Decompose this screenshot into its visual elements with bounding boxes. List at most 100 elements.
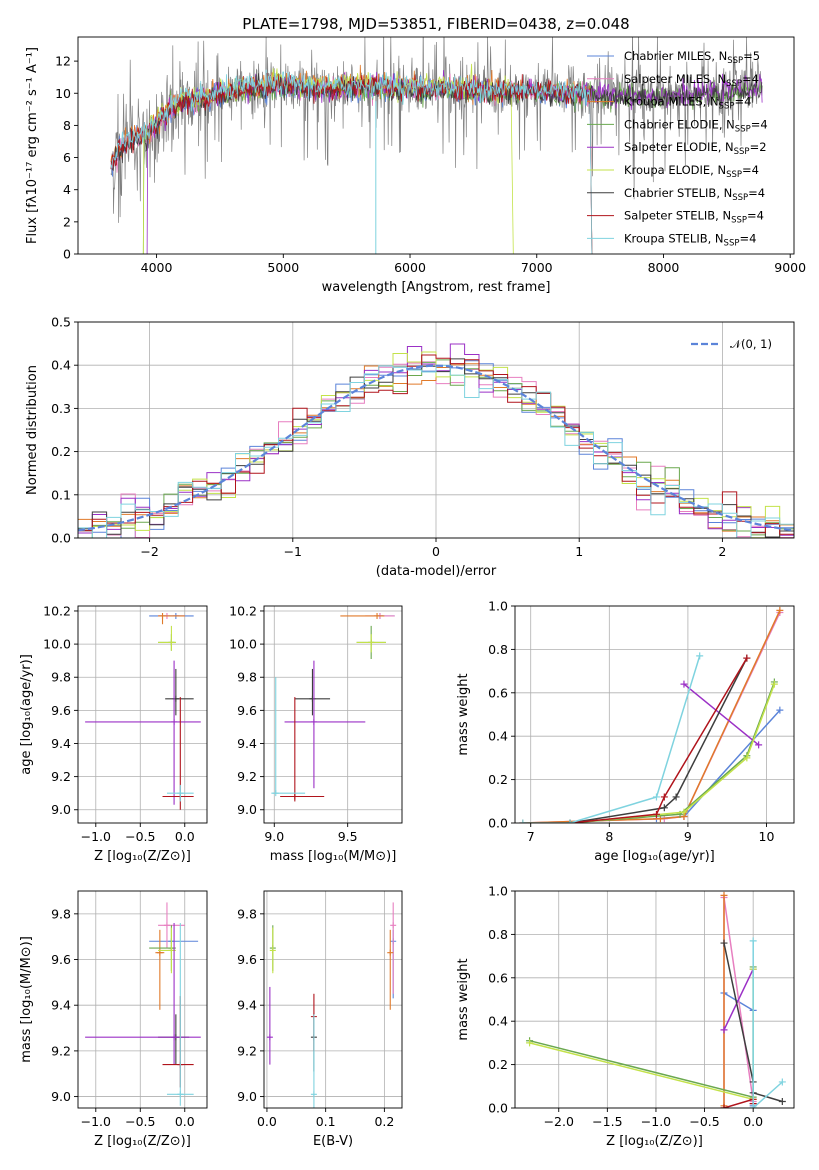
series-kroupa-stelib bbox=[519, 652, 704, 823]
y-tick-label: 9.2 bbox=[237, 769, 257, 784]
series-marker bbox=[776, 706, 784, 714]
y-tick-label: 12 bbox=[55, 54, 71, 69]
x-tick-label: 7000 bbox=[521, 260, 553, 275]
axes-frame bbox=[77, 36, 795, 255]
residuals-panel: −2 −1 0 1 2 0.0 0.1 0.2 0.3 0.4 0.5 (data-model)/er… bbox=[25, 315, 795, 579]
y-tick-label: 9.0 bbox=[237, 802, 257, 817]
series-chabrier-elodie bbox=[566, 678, 778, 823]
y-tick-label: 4 bbox=[63, 182, 71, 197]
point-kroupa-miles bbox=[340, 612, 385, 619]
y-tick-label: 9.0 bbox=[51, 802, 71, 817]
point-marker bbox=[177, 790, 184, 797]
series-line bbox=[529, 967, 754, 1099]
y-axis-label: mass weight bbox=[456, 673, 471, 755]
legend-entry: Chabrier MILES, NSSP=5 bbox=[624, 49, 760, 66]
axes-frame bbox=[263, 605, 403, 824]
series-line bbox=[723, 968, 754, 1031]
legend-entry: Chabrier STELIB, NSSP=4 bbox=[624, 186, 765, 203]
series-line bbox=[569, 681, 776, 823]
x-tick-label: −1.5 bbox=[592, 1114, 622, 1129]
y-tick-label: 0.4 bbox=[488, 1014, 508, 1029]
point-marker bbox=[168, 947, 175, 954]
series-kroupa-miles bbox=[720, 891, 728, 1108]
mass_z-plot-area bbox=[85, 902, 201, 1106]
mass-z-panel: −1.0 −0.5 0.0 9.0 9.2 9.4 9.6 9.8 Z [log₁₀(Z/Z⊙)… bbox=[19, 890, 208, 1149]
point-kroupa-elodie bbox=[356, 634, 386, 653]
series-kroupa-stelib bbox=[749, 937, 786, 1108]
x-tick-label: 8000 bbox=[648, 260, 680, 275]
series-salpeter-miles bbox=[720, 894, 757, 1108]
point-marker bbox=[310, 718, 317, 725]
x-tick-label: 9 bbox=[684, 829, 692, 844]
series-marker bbox=[652, 793, 660, 801]
y-tick-label: 0.2 bbox=[488, 772, 508, 787]
legend-entry: Salpeter MILES, NSSP=4 bbox=[624, 72, 759, 89]
point-salpeter-elodie bbox=[266, 986, 273, 1065]
y-tick-label: 9.4 bbox=[51, 736, 71, 751]
x-axis-label: Z [log₁₀(Z/Z⊙)] bbox=[606, 1134, 703, 1149]
x-tick-label: −1.0 bbox=[81, 1114, 111, 1129]
legend-text: Salpeter STELIB, N bbox=[624, 209, 731, 223]
y-tick-label: 9.8 bbox=[51, 906, 71, 921]
axes-frame bbox=[77, 605, 208, 824]
x-tick-label: 9000 bbox=[774, 260, 806, 275]
y-tick-label: 0.8 bbox=[488, 927, 508, 942]
legend-sub: SSP bbox=[726, 170, 742, 180]
y-tick-label: 0.8 bbox=[488, 642, 508, 657]
x-axis-label: Z [log₁₀(Z/Z⊙)] bbox=[94, 1134, 191, 1149]
y-tick-label: 0.5 bbox=[51, 315, 71, 330]
y-tick-label: 0.6 bbox=[488, 685, 508, 700]
point-marker bbox=[387, 949, 394, 956]
point-marker bbox=[374, 612, 381, 619]
weight_z-plot-area bbox=[526, 891, 786, 1108]
point-marker bbox=[309, 695, 316, 702]
y-tick-label: 9.4 bbox=[237, 736, 257, 751]
spectrum-panel: 4000 5000 6000 7000 8000 9000 0 2 4 6 8 10 12 wavelen… bbox=[25, 36, 806, 295]
point-salpeter-stelib bbox=[162, 996, 194, 1088]
y-tick-label: 10.0 bbox=[43, 637, 71, 652]
series-marker bbox=[672, 793, 680, 801]
legend-text: Chabrier MILES, N bbox=[624, 49, 727, 63]
series-line bbox=[656, 709, 781, 820]
point-kroupa-elodie bbox=[158, 927, 176, 974]
legend-suffix: =4 bbox=[751, 117, 768, 131]
series-line bbox=[569, 657, 748, 823]
series-marker bbox=[778, 1097, 786, 1105]
residual-histogram-kroupa-stelib bbox=[78, 364, 794, 538]
legend-sub: SSP bbox=[735, 124, 751, 134]
legend-text: Kroupa STELIB, N bbox=[624, 231, 724, 245]
x-tick-label: −1.0 bbox=[81, 829, 111, 844]
axes-frame bbox=[77, 890, 208, 1109]
y-tick-label: 0.1 bbox=[51, 487, 71, 502]
point-marker bbox=[159, 612, 166, 619]
y-tick-label: 9.4 bbox=[51, 998, 71, 1013]
series-marker bbox=[749, 937, 757, 945]
legend-sub: SSP bbox=[731, 216, 747, 226]
y-tick-label: 2 bbox=[63, 214, 71, 229]
point-kroupa-miles bbox=[155, 929, 165, 1010]
y-tick-label: 0.0 bbox=[488, 1101, 508, 1116]
x-tick-label: 0.0 bbox=[257, 1114, 277, 1129]
legend-entry: Kroupa ELODIE, NSSP=4 bbox=[624, 163, 759, 180]
point-chabrier-stelib bbox=[165, 668, 194, 716]
y-tick-label: 0.0 bbox=[488, 816, 508, 831]
series-kroupa-elodie bbox=[566, 680, 778, 823]
x-axis-label: wavelength [Angstrom, rest frame] bbox=[322, 280, 551, 295]
legend-suffix: =4 bbox=[747, 209, 764, 223]
series-line bbox=[569, 657, 748, 823]
legend-entry: Salpeter STELIB, NSSP=4 bbox=[624, 209, 764, 226]
series-line bbox=[522, 609, 781, 823]
x-tick-label: 0.0 bbox=[175, 829, 195, 844]
normal-reference-curve bbox=[78, 364, 794, 532]
y-tick-label: 9.8 bbox=[51, 670, 71, 685]
weight-age-panel: 7 8 9 10 0.0 0.2 0.4 0.6 0.8 1.0 age [log₁₀(age/yr… bbox=[456, 599, 795, 864]
series-line bbox=[569, 683, 776, 823]
series-chabrier-stelib bbox=[566, 654, 751, 823]
point-salpeter-miles bbox=[390, 902, 397, 994]
y-tick-label: 8 bbox=[63, 118, 71, 133]
age-mass-panel: 9.0 9.5 9.0 9.2 9.4 9.6 9.8 10.0 10.2 mass [log₁₀… bbox=[229, 603, 403, 864]
y-tick-label: 0 bbox=[63, 247, 71, 262]
point-kroupa-elodie bbox=[158, 625, 176, 651]
y-tick-label: 9.6 bbox=[237, 952, 257, 967]
